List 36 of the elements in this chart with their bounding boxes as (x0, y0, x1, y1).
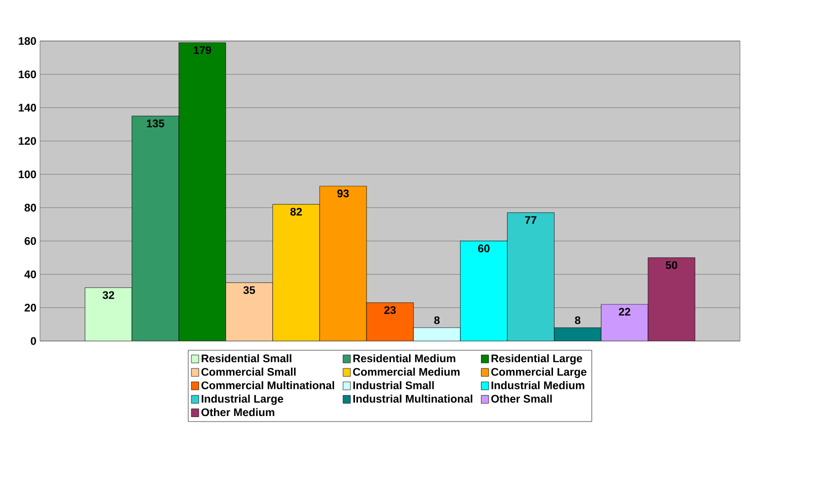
y-tick-label: 100 (18, 170, 36, 178)
data-label: 8 (434, 316, 440, 324)
y-tick-label: 180 (18, 37, 36, 45)
legend-label: Industrial Small (353, 381, 434, 390)
data-label: 23 (384, 306, 396, 314)
data-label: 77 (525, 216, 536, 224)
legend-label: Residential Large (492, 354, 582, 365)
legend-label: Industrial Large (202, 394, 284, 405)
y-tick-label: 40 (24, 270, 36, 278)
data-label: 50 (666, 261, 678, 269)
data-label: 135 (146, 120, 164, 128)
y-tick-label: 80 (24, 204, 36, 212)
legend-label: Industrial Medium (492, 381, 584, 390)
y-tick-label: 160 (18, 70, 36, 78)
legend-label: Commercial Small (201, 368, 296, 376)
legend-label: Commercial Medium (353, 368, 460, 376)
data-label: 35 (243, 286, 256, 294)
data-label: 8 (574, 316, 580, 324)
data-label: 93 (337, 190, 349, 198)
y-tick-label: 20 (24, 304, 36, 312)
y-tick-label: 120 (18, 137, 36, 145)
data-label: 82 (290, 208, 302, 216)
data-label: 60 (478, 244, 490, 252)
legend-label: Other Medium (201, 408, 274, 416)
y-tick-label: 60 (24, 237, 36, 245)
data-label: 179 (194, 46, 212, 54)
data-label: 32 (102, 291, 114, 300)
y-tick-label: 0 (30, 337, 36, 345)
y-tick-label: 140 (18, 104, 36, 112)
legend-label: Other Small (491, 394, 552, 403)
data-label: 22 (618, 308, 630, 316)
legend-label: Commercial Large (491, 368, 586, 378)
legend-label: Residential Medium (353, 354, 456, 362)
legend-label: Commercial Multinational (201, 381, 334, 390)
legend-label: Residential Small (202, 354, 292, 362)
legend-label: Industrial Multinational (353, 394, 472, 403)
